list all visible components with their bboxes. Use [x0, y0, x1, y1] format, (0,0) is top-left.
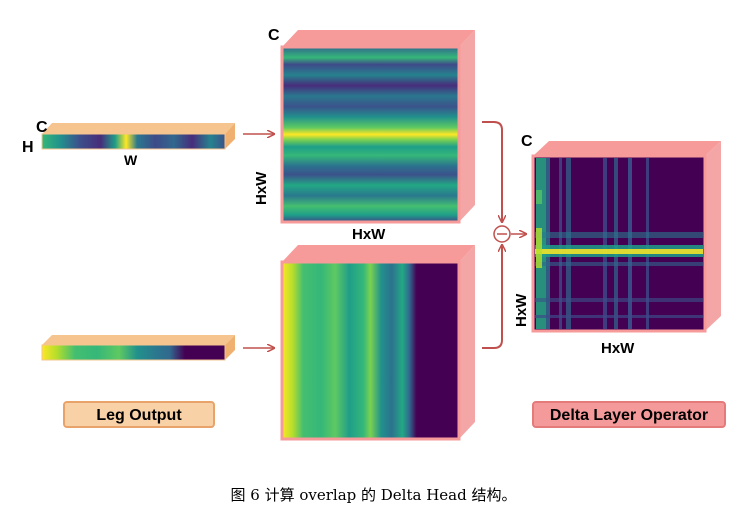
delta-operator-label-bg [532, 401, 726, 428]
operator-band [535, 249, 703, 254]
leg-to-minus-connector [482, 245, 502, 349]
operator-highlight [536, 228, 542, 268]
delta-operator-label-box: Delta Layer Operator [532, 401, 726, 428]
operator-map-height-label: HxW [513, 293, 530, 327]
operator-streak [546, 158, 550, 329]
operator-highlight [536, 190, 542, 204]
operator-streak [614, 158, 618, 329]
leg-map-front-face [280, 260, 461, 441]
spatial-map-front-face [280, 45, 461, 224]
delta-operator-label: Delta Layer Operator [550, 407, 708, 424]
leg-output-bar [41, 335, 235, 361]
operator-map-top-face [533, 141, 721, 156]
input-bar-top-face [42, 123, 235, 134]
input-bar-channel-label: C [36, 119, 48, 136]
spatial-map-channel-label: C [268, 27, 280, 44]
leg-output-label-box: Leg Output [63, 401, 215, 428]
input-feature-bar [41, 123, 235, 150]
operator-map-width-label: HxW [601, 340, 635, 357]
spatial-map-width-label: HxW [352, 226, 386, 243]
operator-band [535, 262, 703, 266]
leg-bar-front-face [41, 344, 226, 361]
input-bar-height-label: H [22, 139, 34, 156]
operator-streak [628, 158, 632, 329]
operator-streak [603, 158, 607, 329]
leg-map-side-face [459, 245, 475, 439]
leg-feature-map [280, 245, 475, 441]
leg-bar-top-face [42, 335, 235, 345]
delta-operator-map [531, 141, 721, 333]
spatial-map-top-face [282, 30, 475, 47]
leg-bar-side-face [225, 335, 235, 360]
figure-caption: 图 6 计算 overlap 的 Delta Head 结构。 [230, 486, 517, 504]
operator-map-front-face [531, 154, 707, 333]
leg-output-label-bg [63, 401, 215, 428]
operator-band [535, 315, 703, 318]
input-bar-width-label: W [124, 152, 138, 168]
operator-streak [559, 158, 562, 329]
operator-map-side-face [705, 141, 721, 331]
operator-band [535, 298, 703, 302]
input-bar-side-face [225, 123, 235, 149]
operator-band [535, 232, 703, 238]
leg-output-label: Leg Output [96, 407, 182, 424]
spatial-map-height-label: HxW [253, 171, 270, 205]
operator-map-channel-label: C [521, 133, 533, 150]
spatial-to-minus-connector [482, 121, 502, 222]
input-bar-front-face [41, 133, 226, 150]
spatial-map-side-face [459, 30, 475, 222]
leg-map-top-face [282, 245, 475, 262]
operator-streak [646, 158, 649, 329]
operator-streak [566, 158, 571, 329]
spatial-feature-map [280, 30, 475, 224]
